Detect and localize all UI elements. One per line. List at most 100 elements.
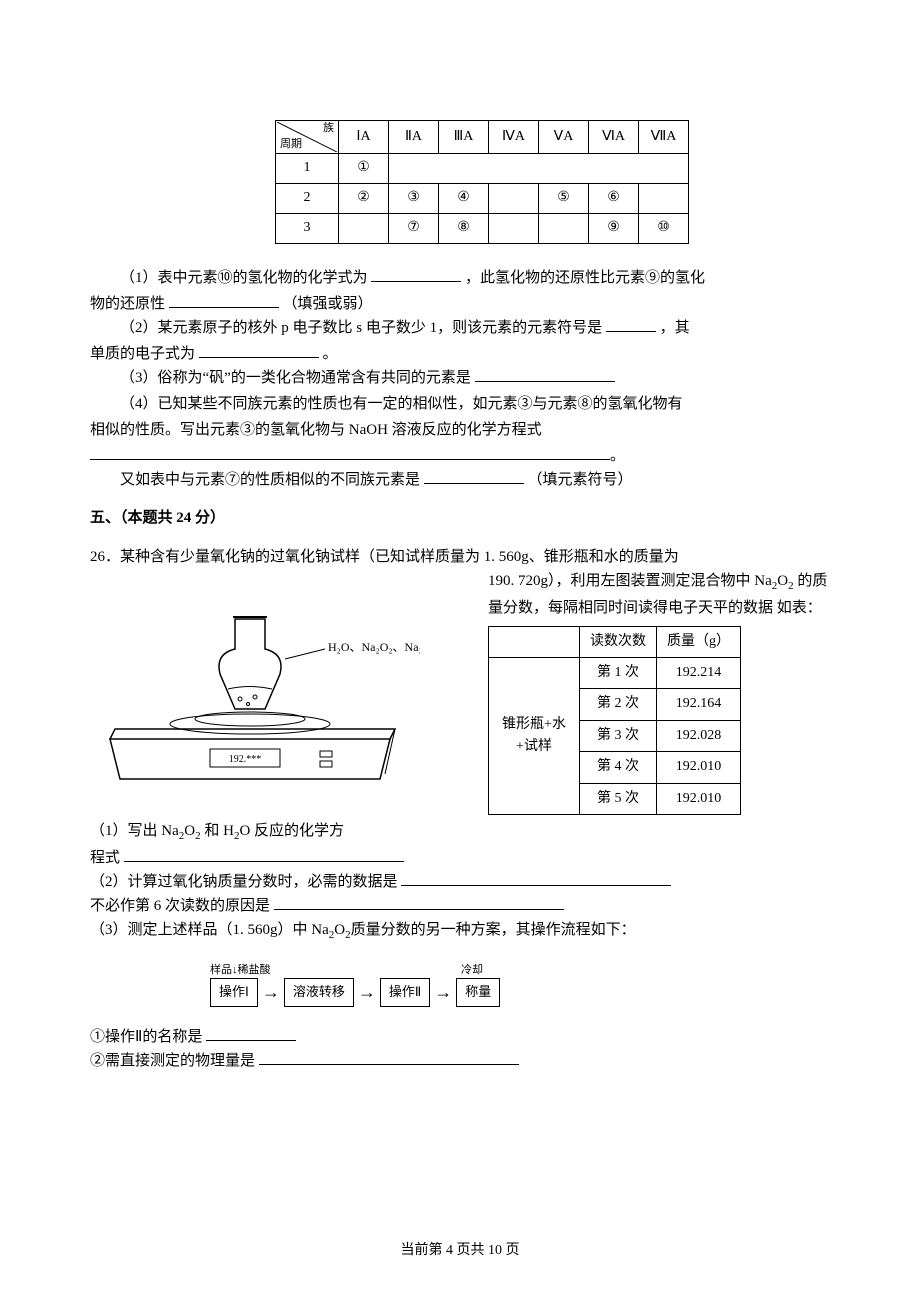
periodic-col: ⅥA [589,121,639,154]
mass-m: 192.010 [657,783,741,814]
blank[interactable] [401,870,671,886]
text: 物的还原性 [90,296,165,312]
text: 。 [323,346,338,362]
blank[interactable] [169,292,279,308]
text: ，此氢化物的还原性比元素⑨的氢化 [465,270,705,286]
flow-box: 操作Ⅰ [210,978,258,1007]
blank[interactable] [259,1049,519,1065]
q26-3-2: ②需直接测定的物理量是 [90,1049,840,1073]
arrow-icon: → [434,978,452,1007]
periodic-row-label: 3 [276,214,339,244]
periodic-merged [389,154,689,184]
text: （3）测定上述样品（1. 560g）中 Na [90,922,329,938]
text: 和 H [201,823,234,839]
balance-reading: 192.*** [229,754,262,765]
periodic-cell [639,184,689,214]
periodic-cell: ④ [439,184,489,214]
q25-2: （2）某元素原子的核外 p 电子数比 s 电子数少 1，则该元素的元素符号是 ，… [90,316,840,340]
mass-n: 第 1 次 [580,657,657,688]
periodic-col: ⅡA [389,121,439,154]
periodic-cell: ③ [389,184,439,214]
periodic-cell [489,184,539,214]
mass-m: 192.010 [657,752,741,783]
arrow-icon: → [358,978,376,1007]
text: 相似的性质。写出元素③的氢氧化物与 NaOH 溶液反应的化学方程式 [90,422,542,438]
periodic-cell: ⑨ [589,214,639,244]
text: （2）某元素原子的核外 p 电子数比 s 电子数少 1，则该元素的元素符号是 [120,320,602,336]
mass-n: 第 4 次 [580,752,657,783]
text: 程式 [90,850,120,866]
q26-left-col: 192.*** H₂O、Na₂O₂、Na₂O [90,579,430,797]
text: （填元素符号） [528,472,633,488]
mass-head: 质量（g） [657,626,741,657]
text: ①操作Ⅱ的名称是 [90,1029,202,1045]
text: 190. 720g），利用左图装置测定混合物中 Na [488,573,772,589]
mass-table: 读数次数 质量（g） 锥形瓶+水+试样 第 1 次 192.214 第 2 次1… [488,626,741,815]
text: 单质的电子式为 [90,346,195,362]
periodic-cell [489,214,539,244]
blank[interactable] [606,316,656,332]
periodic-cell: ⑥ [589,184,639,214]
blank[interactable] [371,266,461,282]
q25-1b: 物的还原性 （填强或弱） [90,292,840,316]
blank[interactable] [124,846,404,862]
footer-text: 当前第 4 页共 10 页 [401,1243,520,1258]
text: （1）写出 Na [90,823,179,839]
text: （3）俗称为“矾”的一类化合物通常含有共同的元素是 [120,370,471,386]
q25-1: （1）表中元素⑩的氢化物的化学式为 ，此氢化物的还原性比元素⑨的氢化 [90,266,840,290]
section-5-heading: 五、（本题共 24 分） [90,506,840,530]
mass-group: 锥形瓶+水+试样 [489,657,580,814]
mass-head [489,626,580,657]
text: ②需直接测定的物理量是 [90,1053,255,1069]
text: （4）已知某些不同族元素的性质也有一定的相似性，如元素③与元素⑧的氢氧化物有 [120,396,683,412]
periodic-col: ⅤA [539,121,589,154]
mass-m: 192.214 [657,657,741,688]
q26-right-col: 190. 720g），利用左图装置测定混合物中 Na2O2 的质量分数，每隔相同… [488,569,840,815]
q25-2b: 单质的电子式为 。 [90,342,840,366]
periodic-cell: ⑧ [439,214,489,244]
q26-3: （3）测定上述样品（1. 560g）中 Na2O2质量分数的另一种方案，其操作流… [90,918,840,945]
blank[interactable] [199,342,319,358]
q26-intro: 26．某种含有少量氧化钠的过氧化钠试样（已知试样质量为 1. 560g、锥形瓶和… [90,545,840,569]
periodic-cell: ⑩ [639,214,689,244]
periodic-cell: ⑤ [539,184,589,214]
flow-box: 溶液转移 [284,978,354,1007]
mass-head: 读数次数 [580,626,657,657]
page-footer: 当前第 4 页共 10 页 [0,1240,920,1262]
text: 26．某种含有少量氧化钠的过氧化钠试样（已知试样质量为 1. 560g、锥形瓶和… [90,549,679,565]
text: ，其 [660,320,690,336]
blank[interactable] [90,444,610,460]
periodic-col: ⅦA [639,121,689,154]
text: O [334,922,345,938]
text: 五、（本题共 24 分） [90,510,225,526]
text: 如表： [777,600,822,616]
periodic-cell: ① [339,154,389,184]
periodic-cell [539,214,589,244]
periodic-cell: ② [339,184,389,214]
q25-3: （3）俗称为“矾”的一类化合物通常含有共同的元素是 [90,366,840,390]
apparatus-label: H₂O、Na₂O₂、Na₂O [328,640,420,654]
text: （2）计算过氧化钠质量分数时，必需的数据是 [90,874,398,890]
mass-m: 192.028 [657,720,741,751]
arrow-icon: → [262,978,280,1007]
blank[interactable] [274,894,564,910]
text: 又如表中与元素⑦的性质相似的不同族元素是 [120,472,420,488]
apparatus-diagram: 192.*** H₂O、Na₂O₂、Na₂O [90,579,420,789]
blank[interactable] [475,366,615,382]
mass-n: 第 5 次 [580,783,657,814]
periodic-cell: ⑦ [389,214,439,244]
q25-5: 又如表中与元素⑦的性质相似的不同族元素是 （填元素符号） [90,468,840,492]
q26-2b: 不必作第 6 次读数的原因是 [90,894,840,918]
text: O [777,573,788,589]
periodic-col: ⅢA [439,121,489,154]
q26-1: （1）写出 Na2O2 和 H2O 反应的化学方 [90,819,840,846]
periodic-diag-cell: 族 周期 [277,122,337,152]
text: O 反应的化学方 [239,823,344,839]
blank[interactable] [206,1025,296,1041]
blank[interactable] [424,468,524,484]
q25-4-blank: 。 [90,444,840,468]
text: （1）表中元素⑩的氢化物的化学式为 [120,270,368,286]
mass-m: 192.164 [657,689,741,720]
flow-box: 操作Ⅱ [380,978,430,1007]
q26-1b: 程式 [90,846,840,870]
